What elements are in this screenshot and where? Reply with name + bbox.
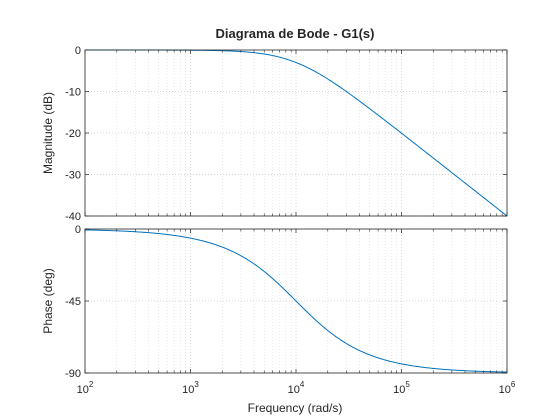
x-tick-label: 104 bbox=[288, 380, 305, 396]
x-tick-label: 102 bbox=[77, 380, 94, 396]
chart-title: Diagrama de Bode - G1(s) bbox=[216, 26, 375, 41]
y-tick-label: -30 bbox=[65, 170, 81, 182]
y-tick-label: -20 bbox=[65, 128, 81, 140]
x-tick-label: 106 bbox=[499, 380, 516, 396]
phase-panel: 0 -45 -90 Phase (deg) bbox=[41, 224, 508, 380]
y-tick-label: -40 bbox=[65, 211, 81, 223]
magnitude-ticks: 0 -10 -20 -30 -40 bbox=[65, 45, 508, 223]
y-tick-label: -45 bbox=[65, 296, 81, 308]
magnitude-ylabel: Magnitude (dB) bbox=[41, 92, 55, 174]
x-tick-label: 105 bbox=[393, 380, 410, 396]
y-tick-label: 0 bbox=[75, 224, 81, 236]
y-tick-label: -90 bbox=[65, 368, 81, 380]
x-tick-labels: 102 103 104 105 106 bbox=[77, 380, 516, 396]
magnitude-panel: 0 -10 -20 -30 -40 Magnitude (dB) bbox=[41, 45, 508, 223]
x-tick-label: 103 bbox=[182, 380, 199, 396]
x-axis-label: Frequency (rad/s) bbox=[248, 401, 343, 415]
y-tick-label: 0 bbox=[75, 45, 81, 57]
phase-curve bbox=[84, 229, 508, 373]
phase-ylabel: Phase (deg) bbox=[41, 268, 55, 333]
phase-ticks: 0 -45 -90 bbox=[65, 224, 508, 380]
y-tick-label: -10 bbox=[65, 87, 81, 99]
